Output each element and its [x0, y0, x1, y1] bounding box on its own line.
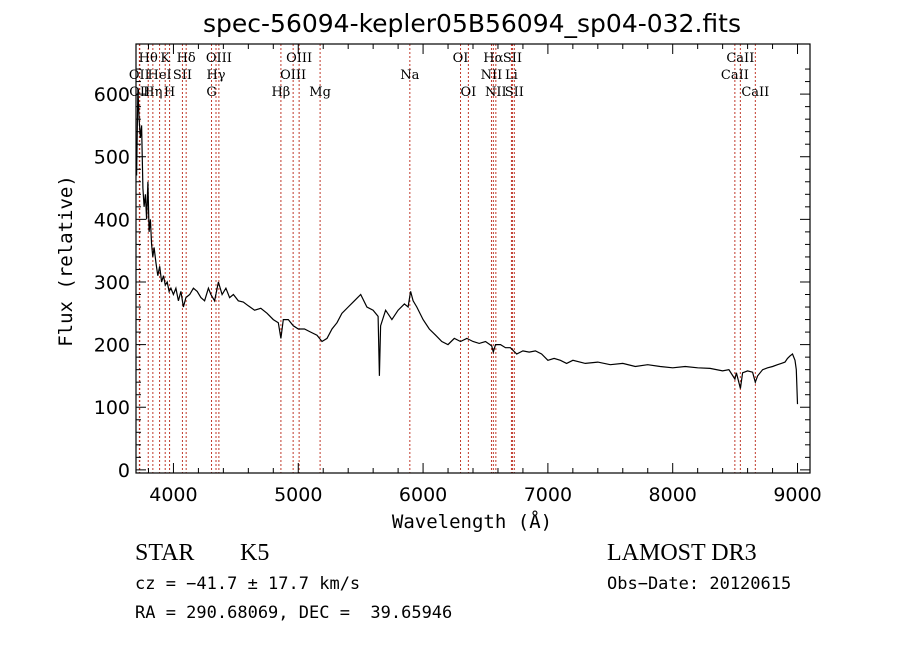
y-tick-label: 300 [94, 272, 130, 294]
emission-line-label-25: CaII [726, 51, 754, 66]
emission-line-label-12: Hβ [271, 85, 290, 100]
y-tick-label: 400 [94, 209, 130, 231]
x-tick-label: 9000 [773, 484, 821, 506]
emission-line-label-9: OIII [206, 51, 232, 66]
emission-line-markers [138, 44, 756, 473]
object-subclass: K5 [240, 540, 270, 566]
emission-line-label-23: Li [505, 68, 518, 83]
emission-line-label-21: NII [485, 85, 507, 100]
y-tick-label: 500 [94, 147, 130, 169]
emission-line-label-4: HeI [148, 68, 172, 83]
flux-series-line [136, 87, 799, 405]
emission-line-label-19: Hα [483, 51, 503, 66]
ra-dec-coordinates: RA = 290.68069, DEC = 39.65946 [135, 603, 453, 623]
redshift-velocity: cz = −41.7 ± 17.7 km/s [135, 574, 361, 594]
y-axis: 0 100 200 300 400 500 600 [94, 68, 810, 482]
emission-line-label-24: SII [505, 85, 524, 100]
emission-line-label-13: OIII [280, 68, 306, 83]
y-tick-label: 0 [118, 460, 130, 482]
emission-line-label-20: NII [481, 68, 503, 83]
x-tick-label: 4000 [149, 484, 197, 506]
emission-line-label-11: G [206, 85, 216, 100]
emission-line-label-6: H [164, 85, 175, 100]
y-tick-label: 600 [94, 84, 130, 106]
x-tick-label: 5000 [274, 484, 322, 506]
x-tick-label: 8000 [649, 484, 697, 506]
y-axis-label: Flux (relative) [55, 175, 77, 347]
y-tick-label: 200 [94, 335, 130, 357]
emission-line-label-16: Na [400, 68, 419, 83]
emission-line-label-15: Mg [309, 85, 331, 100]
observation-date: Obs−Date: 20120615 [607, 574, 792, 594]
emission-line-label-0: Hθ [139, 51, 158, 66]
emission-line-label-7: SII [173, 68, 192, 83]
emission-line-label-5: K [160, 51, 170, 66]
emission-line-label-22: SII [503, 51, 522, 66]
emission-line-label-26: CaII [721, 68, 749, 83]
emission-line-label-1: OII [129, 68, 150, 83]
y-tick-label: 100 [94, 397, 130, 419]
emission-line-label-3: Hη [143, 85, 162, 100]
x-axis: 4000 5000 6000 7000 8000 9000 [147, 44, 822, 506]
emission-line-label-8: Hδ [177, 51, 196, 66]
x-tick-label: 7000 [524, 484, 572, 506]
emission-line-label-2: OII [129, 85, 150, 100]
emission-line-label-14: OIII [286, 51, 312, 66]
emission-line-label-10: Hγ [206, 68, 225, 83]
plot-frame [135, 43, 811, 474]
survey-name: LAMOST DR3 [607, 540, 757, 566]
x-axis-label: Wavelength (Å) [392, 510, 552, 533]
chart-title: spec-56094-kepler05B56094_sp04-032.fits [203, 9, 741, 38]
object-class: STAR [135, 540, 195, 566]
emission-line-label-27: CaII [741, 85, 769, 100]
emission-line-label-18: OI [460, 85, 476, 100]
emission-line-label-17: OI [453, 51, 469, 66]
x-tick-label: 6000 [399, 484, 447, 506]
